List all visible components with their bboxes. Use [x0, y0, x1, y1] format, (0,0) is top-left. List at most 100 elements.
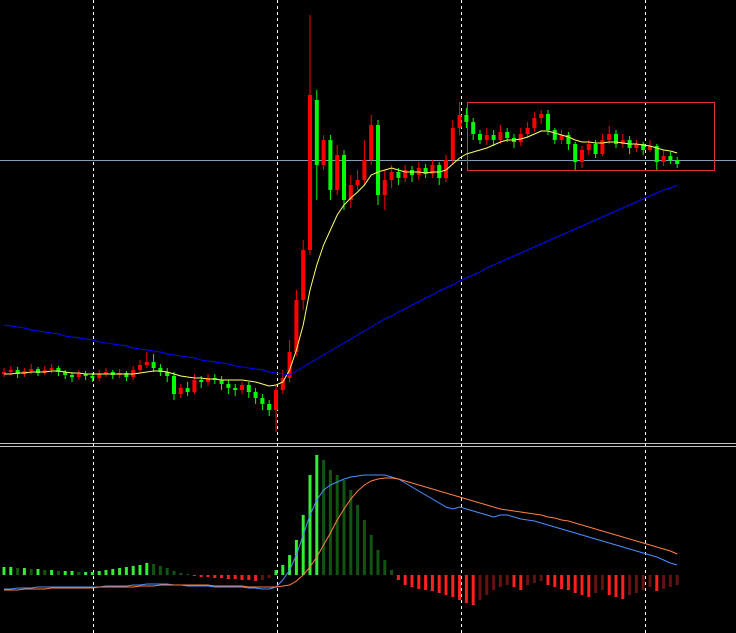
histogram-bar: [84, 572, 88, 575]
histogram-bar: [9, 567, 13, 575]
histogram-bar: [417, 575, 421, 589]
histogram-bar: [376, 550, 380, 575]
histogram-bar: [254, 575, 258, 581]
candle-body: [274, 390, 278, 410]
histogram-bar: [369, 535, 373, 575]
histogram-bar: [206, 575, 210, 577]
histogram-bar: [668, 575, 672, 587]
histogram-bar: [97, 571, 101, 575]
histogram-bar: [315, 455, 319, 575]
candle-body: [144, 362, 149, 365]
histogram-bar: [383, 560, 387, 575]
candle-body: [444, 160, 448, 178]
histogram-bar: [498, 575, 502, 587]
histogram-bar: [505, 575, 509, 585]
histogram-bar: [566, 575, 570, 590]
candle-body: [580, 150, 584, 162]
histogram-bar: [233, 575, 237, 579]
candle-body: [355, 180, 360, 185]
candle-body: [525, 128, 530, 134]
indicator-line: [3, 184, 678, 376]
candle-body: [376, 125, 380, 195]
candle-body: [491, 135, 496, 140]
candle-body: [56, 368, 61, 372]
candle-body: [219, 380, 224, 384]
histogram-bar: [634, 575, 638, 593]
histogram-bar: [356, 505, 360, 575]
candle-body: [321, 140, 326, 165]
candle-body: [314, 100, 319, 165]
candle-body: [566, 135, 571, 144]
histogram-bar: [492, 575, 496, 590]
histogram-bar: [403, 575, 407, 585]
candle-body: [15, 370, 20, 374]
histogram-bar: [281, 565, 285, 575]
histogram-bar: [63, 571, 67, 575]
candle-body: [335, 155, 340, 190]
histogram-bar: [172, 571, 176, 575]
histogram-bar: [526, 575, 530, 585]
histogram-bar: [641, 575, 645, 590]
candle-body: [104, 372, 108, 374]
candle-body: [260, 398, 265, 404]
candle-body: [294, 300, 299, 352]
histogram-bar: [512, 575, 516, 587]
histogram-bar: [301, 515, 305, 575]
candle-body: [287, 352, 292, 378]
histogram-bar: [662, 575, 666, 589]
histogram-bar: [451, 575, 455, 597]
histogram-bar: [43, 570, 47, 575]
histogram: [2, 455, 679, 605]
histogram-bar: [532, 575, 536, 583]
candle-body: [675, 160, 680, 164]
candle-body: [226, 384, 231, 388]
histogram-bar: [342, 480, 346, 575]
range-box: [467, 102, 715, 171]
candle-body: [423, 168, 428, 174]
histogram-bar: [56, 571, 60, 575]
histogram-bar: [444, 575, 448, 595]
histogram-bar: [539, 575, 543, 581]
histogram-bar: [192, 575, 196, 576]
histogram-bar: [478, 575, 482, 600]
histogram-bar: [124, 567, 128, 575]
candle-body: [240, 385, 244, 390]
histogram-bar: [471, 575, 475, 605]
candle-body: [29, 369, 34, 371]
histogram-bar: [213, 575, 217, 578]
histogram-bar: [118, 568, 122, 575]
histogram-bar: [199, 575, 203, 577]
candle-body: [328, 140, 333, 190]
histogram-bar: [226, 575, 230, 579]
candle-body: [362, 160, 367, 180]
candle-body: [158, 368, 163, 372]
candle-body: [2, 372, 6, 374]
candle-body: [49, 368, 54, 370]
candle-body: [63, 372, 68, 375]
histogram-bar: [267, 575, 271, 578]
histogram-bar: [560, 575, 564, 589]
histogram-bar: [410, 575, 414, 587]
histogram-bar: [614, 575, 618, 597]
candle-body: [518, 134, 523, 142]
candle-body: [641, 144, 646, 150]
histogram-bar: [274, 570, 278, 575]
histogram-bar: [220, 575, 224, 578]
candle-body: [600, 140, 605, 154]
histogram-bar: [294, 540, 298, 575]
candle-body: [498, 132, 503, 140]
candle-body: [280, 378, 285, 390]
histogram-bar: [675, 575, 679, 585]
histogram-bar: [260, 575, 264, 580]
histogram-bar: [546, 575, 550, 585]
histogram-bar: [308, 475, 312, 575]
candle-body: [151, 362, 156, 368]
histogram-bar: [655, 575, 659, 591]
histogram-bar: [131, 566, 135, 575]
histogram-bar: [29, 569, 33, 575]
histogram-bar: [519, 575, 523, 590]
candle-body: [348, 185, 353, 200]
histogram-bar: [165, 568, 169, 575]
candle-body: [457, 115, 462, 128]
